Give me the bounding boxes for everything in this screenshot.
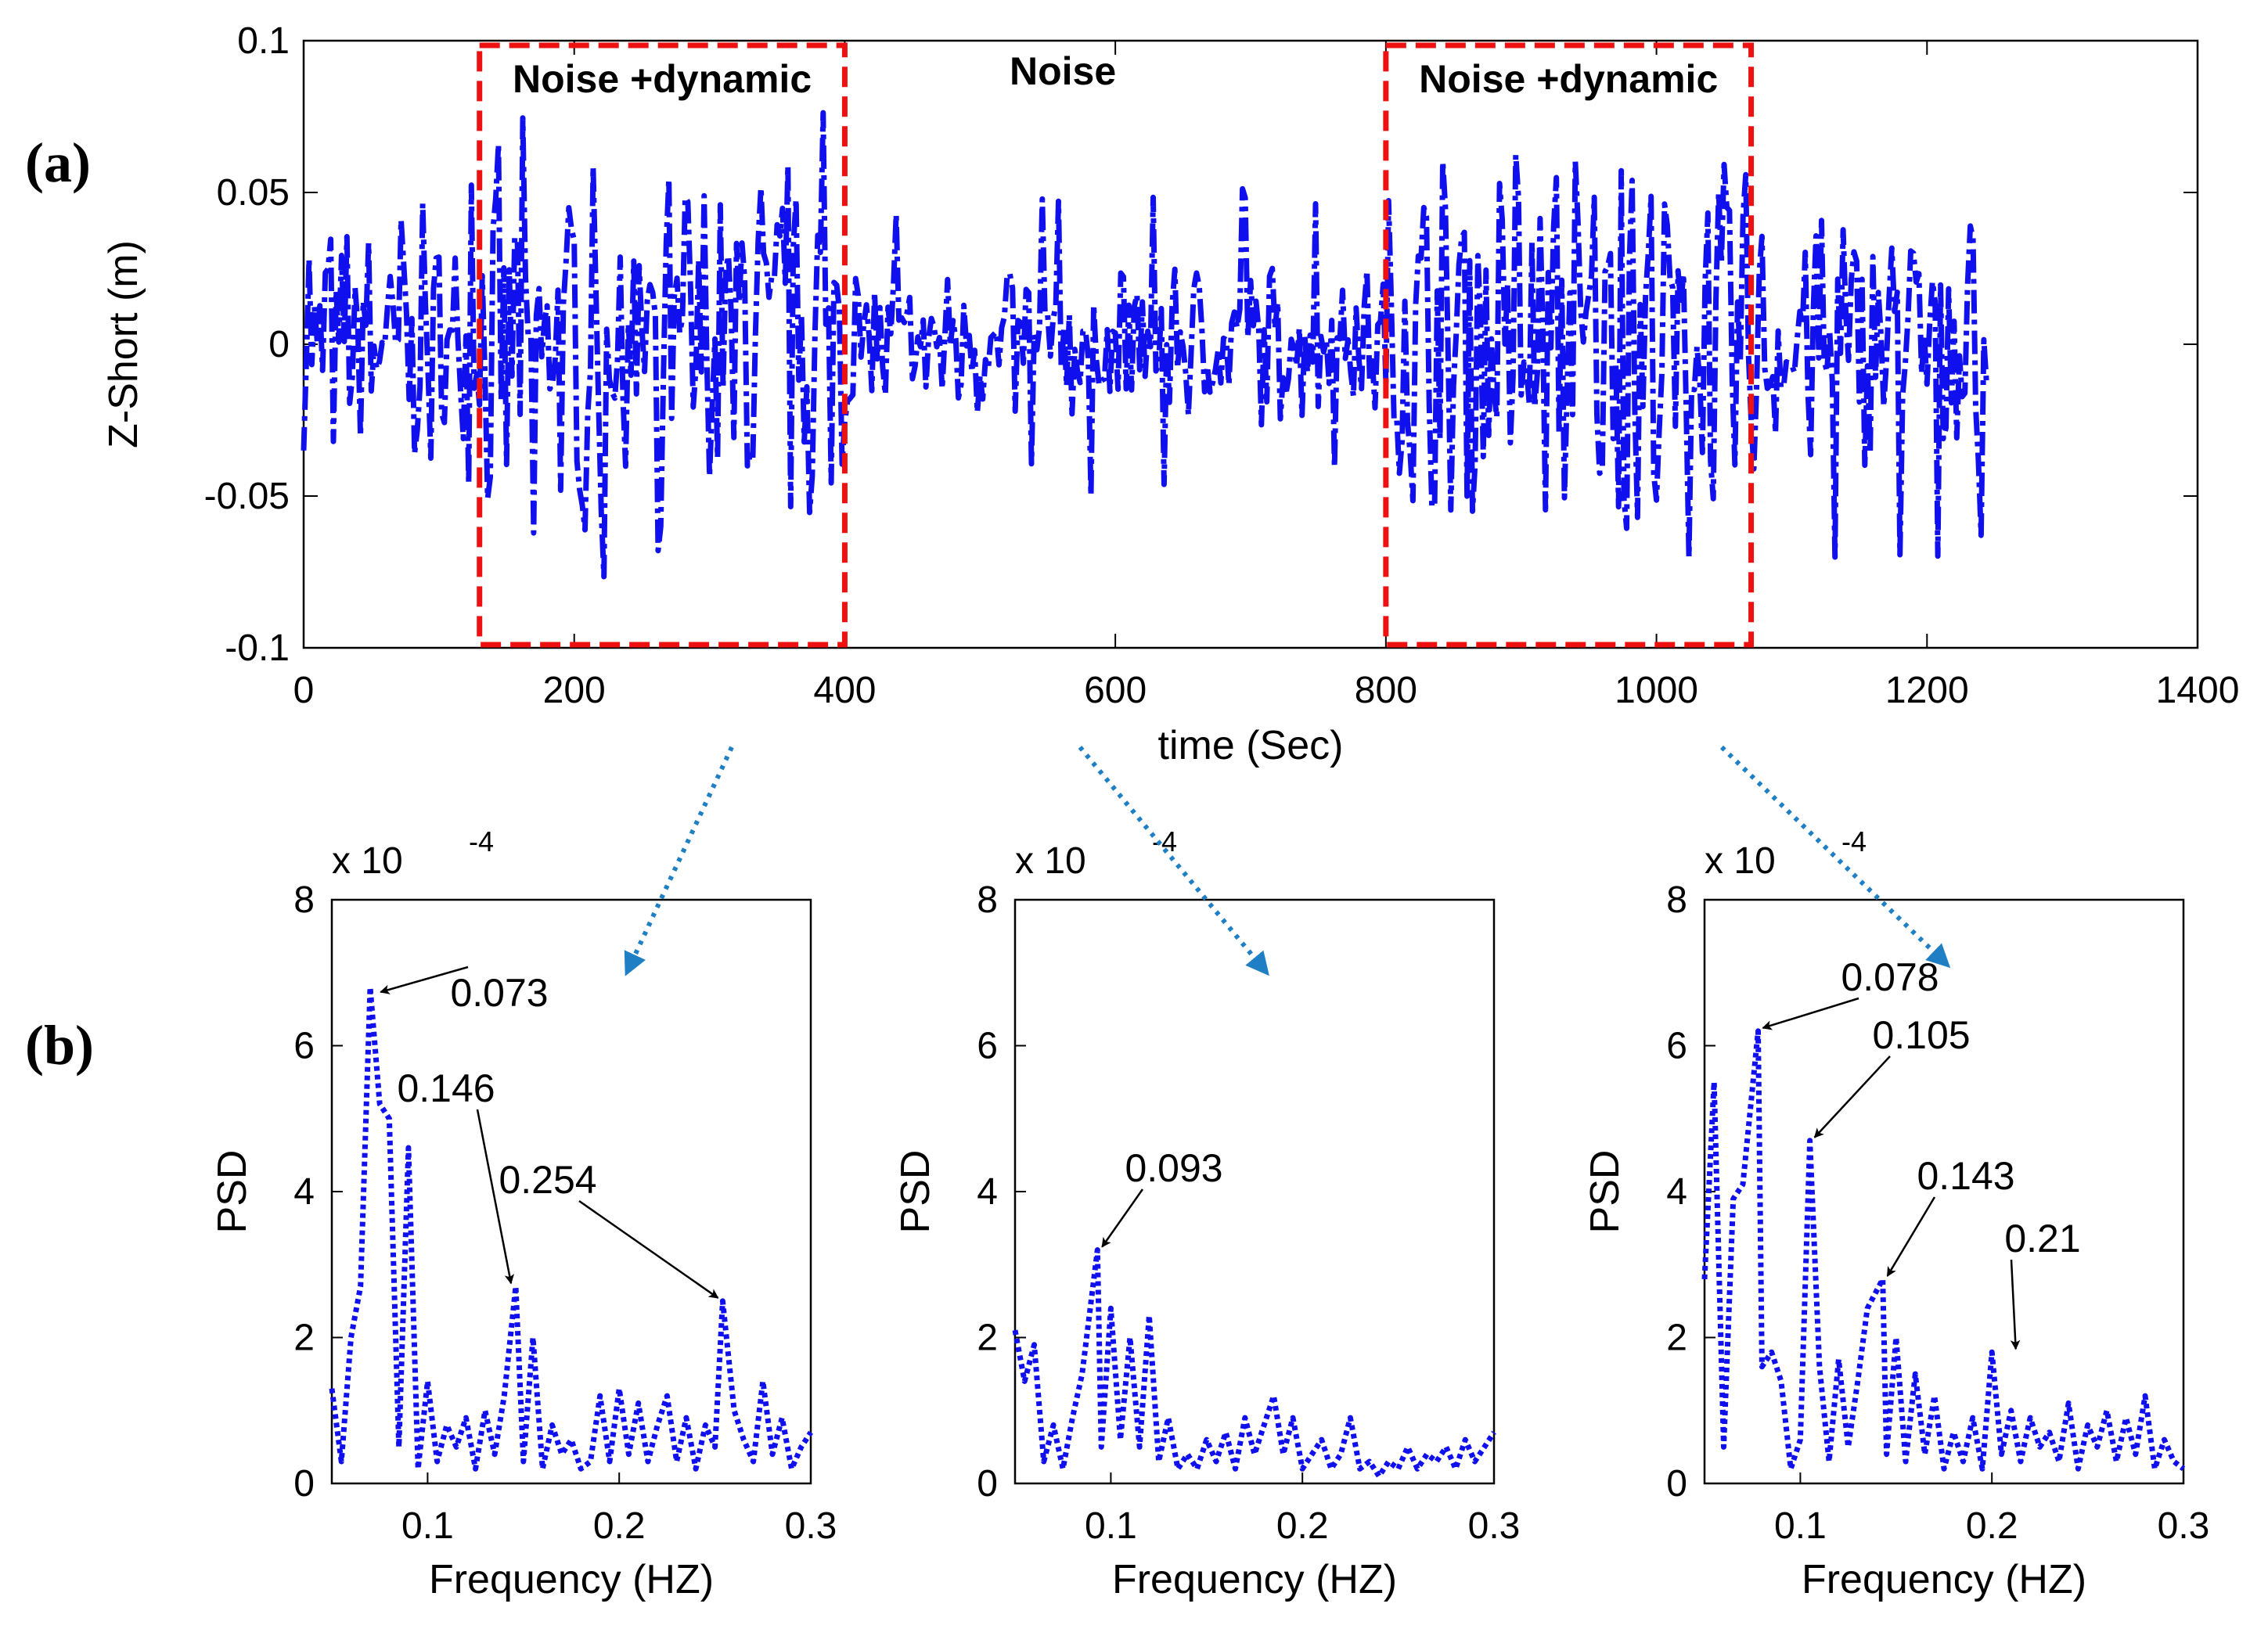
exponent-power: -4 xyxy=(1841,825,1867,858)
x-tick-label: 0.1 xyxy=(1774,1505,1827,1547)
psd-xlabel: Frequency (HZ) xyxy=(429,1557,714,1602)
panel-a-label: (a) xyxy=(25,131,91,194)
x-tick-label: 0.2 xyxy=(1276,1505,1329,1547)
psd-series-line xyxy=(329,984,813,1472)
time-series-xlabel: time (Sec) xyxy=(1158,723,1344,768)
y-tick-label: 6 xyxy=(1666,1026,1687,1067)
pointer-arrow xyxy=(1719,745,1951,969)
psd-ylabel: PSD xyxy=(893,1150,938,1234)
region-box xyxy=(1383,42,1755,648)
y-tick-label: 2 xyxy=(977,1318,998,1359)
region-label: Noise +dynamic xyxy=(1419,57,1718,101)
y-tick-label: 0 xyxy=(977,1463,998,1505)
psd-series-line xyxy=(1012,1247,1496,1480)
y-tick-label: 0 xyxy=(293,1463,315,1505)
y-tick-label: 8 xyxy=(977,879,998,921)
x-tick-label: 600 xyxy=(1084,670,1147,711)
x-tick-label: 0.1 xyxy=(1085,1505,1137,1547)
x-tick-label: 200 xyxy=(543,670,606,711)
x-tick-label: 0.2 xyxy=(1966,1505,2018,1547)
psd-xlabel: Frequency (HZ) xyxy=(1802,1557,2086,1602)
y-tick-label: 8 xyxy=(293,879,315,921)
x-tick-label: 1200 xyxy=(1885,670,1969,711)
psd-ylabel: PSD xyxy=(210,1150,255,1234)
peak-annotation-label: 0.254 xyxy=(499,1158,596,1202)
time-series-ylabel: Z-Short (m) xyxy=(101,240,146,448)
peak-annotation-label: 0.073 xyxy=(450,971,548,1015)
y-tick-label: 4 xyxy=(977,1171,998,1213)
y-tick-label: -0.05 xyxy=(204,476,290,517)
x-tick-label: 0.2 xyxy=(593,1505,646,1547)
y-tick-label: 0 xyxy=(1666,1463,1687,1505)
y-tick-label: 4 xyxy=(1666,1171,1687,1213)
y-tick-label: 8 xyxy=(1666,879,1687,921)
exponent-power: -4 xyxy=(469,825,494,858)
x-tick-label: 0.3 xyxy=(785,1505,837,1547)
peak-annotation-label: 0.21 xyxy=(2004,1217,2080,1260)
peak-annotation-arrow xyxy=(476,1109,515,1285)
peak-annotation-arrow xyxy=(2010,1259,2021,1350)
y-tick-label: 0.1 xyxy=(237,20,290,62)
peak-annotation-label: 0.146 xyxy=(397,1066,495,1110)
x-tick-label: 0.1 xyxy=(401,1505,454,1547)
y-tick-label: 0 xyxy=(268,324,290,365)
x-tick-label: 0 xyxy=(293,670,315,711)
noise-label: Noise xyxy=(1010,49,1116,93)
peak-annotation-arrow xyxy=(578,1199,719,1299)
peak-annotation-arrow xyxy=(1762,997,1859,1030)
exponent-label: x 10 xyxy=(332,840,403,882)
exponent-label: x 10 xyxy=(1015,840,1086,882)
x-tick-label: 1400 xyxy=(2156,670,2240,711)
peak-annotation-label: 0.143 xyxy=(1917,1154,2014,1198)
y-tick-label: 6 xyxy=(977,1026,998,1067)
region-label: Noise +dynamic xyxy=(513,57,812,101)
x-tick-label: 800 xyxy=(1355,670,1417,711)
peak-annotation-label: 0.078 xyxy=(1841,955,1939,999)
panel-b-label: (b) xyxy=(25,1014,94,1077)
psd-chart-noise-dynamic-1: 0.1 0.2 0.3 0 2 4 6 8 x 10 -4 Frequency (HZ) PSD 0.0… xyxy=(210,825,837,1602)
peak-annotation-arrow xyxy=(1101,1188,1144,1248)
y-tick-label: -0.1 xyxy=(225,627,290,669)
pointer-arrows xyxy=(624,745,1951,976)
peak-annotation-arrow xyxy=(380,965,469,994)
peak-annotation-arrow xyxy=(1813,1055,1891,1138)
region-box xyxy=(477,42,848,648)
y-tick-label: 0.05 xyxy=(217,172,290,214)
exponent-label: x 10 xyxy=(1705,840,1776,882)
psd-series-line xyxy=(1701,1028,2186,1472)
peak-annotation-arrow xyxy=(1886,1196,1936,1277)
x-tick-label: 0.3 xyxy=(2158,1505,2210,1547)
time-series-plot-area xyxy=(302,39,2199,649)
psd-plot-area xyxy=(1013,898,1496,1485)
peak-annotation-label: 0.105 xyxy=(1872,1013,1970,1057)
pointer-arrow xyxy=(1078,746,1270,976)
time-series-ticks: 0 200 400 600 800 1000 1200 1400 0.1 0.05 0 -0.05 -0… xyxy=(204,20,2240,711)
y-tick-label: 4 xyxy=(293,1171,315,1213)
time-series-regions: Noise +dynamic Noise +dynamic xyxy=(477,42,1755,648)
peak-annotation-label: 0.093 xyxy=(1125,1146,1222,1190)
x-tick-label: 1000 xyxy=(1615,670,1698,711)
x-tick-label: 0.3 xyxy=(1468,1505,1521,1547)
time-series-line xyxy=(301,110,1989,580)
y-tick-label: 6 xyxy=(293,1026,315,1067)
time-series-panel: 0 200 400 600 800 1000 1200 1400 0.1 0.05 0 -0.05 -0… xyxy=(101,20,2239,768)
y-tick-label: 2 xyxy=(293,1318,315,1359)
psd-xlabel: Frequency (HZ) xyxy=(1112,1557,1397,1602)
psd-ylabel: PSD xyxy=(1582,1150,1628,1234)
psd-chart-noise-dynamic-2: 0.1 0.2 0.3 0 2 4 6 8 x 10 -4 Frequency (HZ) PSD 0.0… xyxy=(1582,825,2209,1602)
x-tick-label: 400 xyxy=(813,670,876,711)
y-tick-label: 2 xyxy=(1666,1318,1687,1359)
pointer-arrow xyxy=(624,746,734,976)
